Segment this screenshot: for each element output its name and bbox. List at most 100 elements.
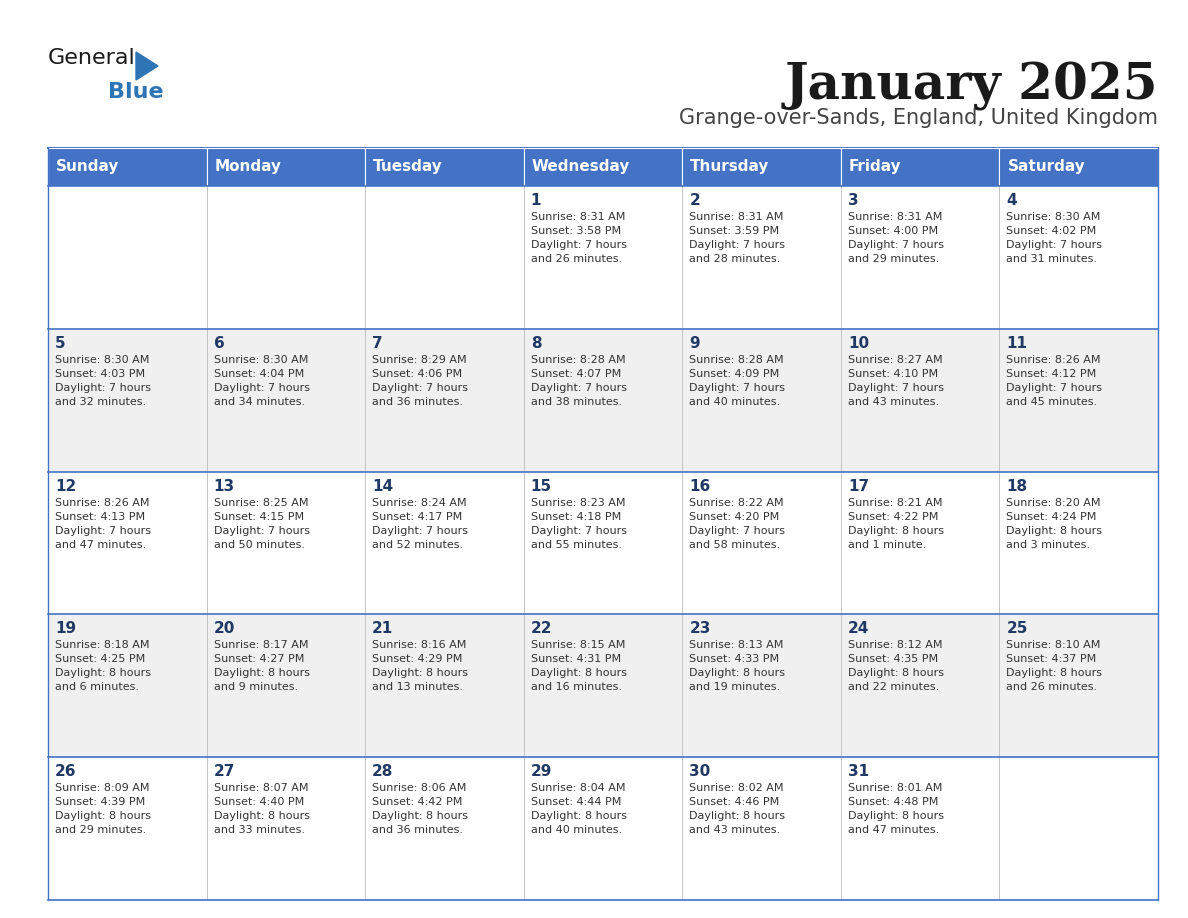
FancyBboxPatch shape bbox=[48, 186, 1158, 329]
Text: and 29 minutes.: and 29 minutes. bbox=[55, 825, 146, 835]
Text: General: General bbox=[48, 48, 135, 68]
Text: Sunrise: 8:06 AM: Sunrise: 8:06 AM bbox=[372, 783, 467, 793]
Text: Sunset: 4:13 PM: Sunset: 4:13 PM bbox=[55, 511, 145, 521]
Text: 26: 26 bbox=[55, 764, 76, 779]
Text: Sunrise: 8:27 AM: Sunrise: 8:27 AM bbox=[848, 354, 942, 364]
Text: Sunset: 4:04 PM: Sunset: 4:04 PM bbox=[214, 369, 304, 379]
Text: Sunrise: 8:25 AM: Sunrise: 8:25 AM bbox=[214, 498, 308, 508]
Text: Daylight: 7 hours: Daylight: 7 hours bbox=[531, 526, 627, 535]
Text: January 2025: January 2025 bbox=[784, 62, 1158, 111]
Text: Sunset: 3:59 PM: Sunset: 3:59 PM bbox=[689, 226, 779, 236]
Text: Daylight: 8 hours: Daylight: 8 hours bbox=[55, 668, 151, 678]
Text: Sunrise: 8:15 AM: Sunrise: 8:15 AM bbox=[531, 641, 625, 650]
Text: Sunset: 4:06 PM: Sunset: 4:06 PM bbox=[372, 369, 462, 379]
Text: and 50 minutes.: and 50 minutes. bbox=[214, 540, 304, 550]
Text: Thursday: Thursday bbox=[690, 160, 770, 174]
Text: Friday: Friday bbox=[849, 160, 902, 174]
Text: 9: 9 bbox=[689, 336, 700, 351]
FancyBboxPatch shape bbox=[48, 614, 1158, 757]
Text: 30: 30 bbox=[689, 764, 710, 779]
Text: Daylight: 7 hours: Daylight: 7 hours bbox=[55, 526, 151, 535]
Text: and 40 minutes.: and 40 minutes. bbox=[689, 397, 781, 407]
Text: Sunrise: 8:26 AM: Sunrise: 8:26 AM bbox=[1006, 354, 1101, 364]
Text: Sunrise: 8:28 AM: Sunrise: 8:28 AM bbox=[531, 354, 625, 364]
Text: Sunrise: 8:09 AM: Sunrise: 8:09 AM bbox=[55, 783, 150, 793]
FancyBboxPatch shape bbox=[999, 148, 1158, 186]
FancyBboxPatch shape bbox=[48, 472, 1158, 614]
Text: and 13 minutes.: and 13 minutes. bbox=[372, 682, 463, 692]
Text: Sunrise: 8:17 AM: Sunrise: 8:17 AM bbox=[214, 641, 308, 650]
Text: Daylight: 7 hours: Daylight: 7 hours bbox=[214, 383, 310, 393]
Text: 24: 24 bbox=[848, 621, 870, 636]
Text: Daylight: 8 hours: Daylight: 8 hours bbox=[848, 668, 943, 678]
Text: and 32 minutes.: and 32 minutes. bbox=[55, 397, 146, 407]
Text: Sunrise: 8:13 AM: Sunrise: 8:13 AM bbox=[689, 641, 784, 650]
Text: 6: 6 bbox=[214, 336, 225, 351]
Text: Daylight: 8 hours: Daylight: 8 hours bbox=[372, 812, 468, 822]
Text: Sunrise: 8:16 AM: Sunrise: 8:16 AM bbox=[372, 641, 467, 650]
Text: Sunrise: 8:07 AM: Sunrise: 8:07 AM bbox=[214, 783, 308, 793]
Text: Sunset: 4:10 PM: Sunset: 4:10 PM bbox=[848, 369, 939, 379]
Text: and 1 minute.: and 1 minute. bbox=[848, 540, 927, 550]
Text: Sunset: 4:35 PM: Sunset: 4:35 PM bbox=[848, 655, 939, 665]
Text: and 9 minutes.: and 9 minutes. bbox=[214, 682, 298, 692]
Text: and 52 minutes.: and 52 minutes. bbox=[372, 540, 463, 550]
Text: Grange-over-Sands, England, United Kingdom: Grange-over-Sands, England, United Kingd… bbox=[680, 108, 1158, 128]
Text: Sunset: 4:29 PM: Sunset: 4:29 PM bbox=[372, 655, 462, 665]
Text: Daylight: 7 hours: Daylight: 7 hours bbox=[689, 526, 785, 535]
Text: Daylight: 7 hours: Daylight: 7 hours bbox=[531, 240, 627, 250]
Text: Sunrise: 8:22 AM: Sunrise: 8:22 AM bbox=[689, 498, 784, 508]
Text: 28: 28 bbox=[372, 764, 393, 779]
Text: Daylight: 7 hours: Daylight: 7 hours bbox=[1006, 240, 1102, 250]
Text: 7: 7 bbox=[372, 336, 383, 351]
Text: Sunrise: 8:02 AM: Sunrise: 8:02 AM bbox=[689, 783, 784, 793]
Text: Daylight: 8 hours: Daylight: 8 hours bbox=[214, 812, 310, 822]
Text: and 19 minutes.: and 19 minutes. bbox=[689, 682, 781, 692]
Text: Daylight: 8 hours: Daylight: 8 hours bbox=[531, 668, 627, 678]
Text: Sunrise: 8:31 AM: Sunrise: 8:31 AM bbox=[689, 212, 784, 222]
Text: Sunset: 4:02 PM: Sunset: 4:02 PM bbox=[1006, 226, 1097, 236]
Text: Sunrise: 8:20 AM: Sunrise: 8:20 AM bbox=[1006, 498, 1101, 508]
Text: 21: 21 bbox=[372, 621, 393, 636]
Text: Sunrise: 8:01 AM: Sunrise: 8:01 AM bbox=[848, 783, 942, 793]
Text: and 16 minutes.: and 16 minutes. bbox=[531, 682, 621, 692]
FancyBboxPatch shape bbox=[365, 148, 524, 186]
Text: Sunset: 3:58 PM: Sunset: 3:58 PM bbox=[531, 226, 621, 236]
Text: and 38 minutes.: and 38 minutes. bbox=[531, 397, 621, 407]
Text: Sunrise: 8:28 AM: Sunrise: 8:28 AM bbox=[689, 354, 784, 364]
Text: Sunset: 4:33 PM: Sunset: 4:33 PM bbox=[689, 655, 779, 665]
Text: Sunrise: 8:12 AM: Sunrise: 8:12 AM bbox=[848, 641, 942, 650]
Text: Daylight: 7 hours: Daylight: 7 hours bbox=[531, 383, 627, 393]
Text: Sunset: 4:17 PM: Sunset: 4:17 PM bbox=[372, 511, 462, 521]
Text: Sunrise: 8:26 AM: Sunrise: 8:26 AM bbox=[55, 498, 150, 508]
Text: Daylight: 7 hours: Daylight: 7 hours bbox=[214, 526, 310, 535]
Text: Sunrise: 8:30 AM: Sunrise: 8:30 AM bbox=[214, 354, 308, 364]
Text: Sunday: Sunday bbox=[56, 160, 119, 174]
Text: Daylight: 7 hours: Daylight: 7 hours bbox=[372, 526, 468, 535]
Text: Daylight: 8 hours: Daylight: 8 hours bbox=[1006, 668, 1102, 678]
Text: and 33 minutes.: and 33 minutes. bbox=[214, 825, 304, 835]
Text: Sunset: 4:44 PM: Sunset: 4:44 PM bbox=[531, 797, 621, 807]
Text: Saturday: Saturday bbox=[1007, 160, 1085, 174]
Text: 19: 19 bbox=[55, 621, 76, 636]
Text: Sunrise: 8:31 AM: Sunrise: 8:31 AM bbox=[531, 212, 625, 222]
Text: Sunrise: 8:10 AM: Sunrise: 8:10 AM bbox=[1006, 641, 1101, 650]
Text: Daylight: 7 hours: Daylight: 7 hours bbox=[1006, 383, 1102, 393]
Text: Monday: Monday bbox=[215, 160, 282, 174]
Text: Daylight: 7 hours: Daylight: 7 hours bbox=[689, 383, 785, 393]
Text: 5: 5 bbox=[55, 336, 65, 351]
Text: Daylight: 8 hours: Daylight: 8 hours bbox=[531, 812, 627, 822]
Text: and 43 minutes.: and 43 minutes. bbox=[689, 825, 781, 835]
Text: Daylight: 8 hours: Daylight: 8 hours bbox=[372, 668, 468, 678]
Text: 15: 15 bbox=[531, 478, 552, 494]
Text: 27: 27 bbox=[214, 764, 235, 779]
Text: Sunset: 4:46 PM: Sunset: 4:46 PM bbox=[689, 797, 779, 807]
Text: 29: 29 bbox=[531, 764, 552, 779]
Text: Sunset: 4:27 PM: Sunset: 4:27 PM bbox=[214, 655, 304, 665]
Text: Daylight: 8 hours: Daylight: 8 hours bbox=[55, 812, 151, 822]
Text: Sunset: 4:25 PM: Sunset: 4:25 PM bbox=[55, 655, 145, 665]
Text: 2: 2 bbox=[689, 193, 700, 208]
Text: Sunset: 4:42 PM: Sunset: 4:42 PM bbox=[372, 797, 462, 807]
Text: Sunset: 4:20 PM: Sunset: 4:20 PM bbox=[689, 511, 779, 521]
Text: Sunset: 4:15 PM: Sunset: 4:15 PM bbox=[214, 511, 304, 521]
